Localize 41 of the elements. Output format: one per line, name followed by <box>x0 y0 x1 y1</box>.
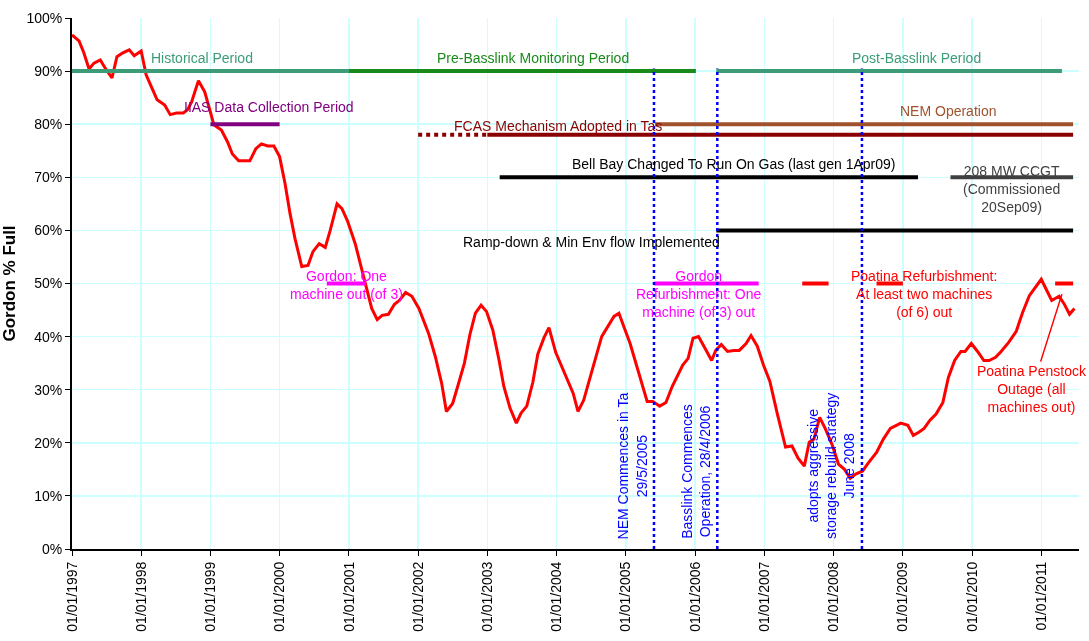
x-tick-label: 01/01/2009 <box>894 561 911 632</box>
x-tick-label: 01/01/2011 <box>1032 561 1049 631</box>
y-tick-label: 10% <box>34 487 63 504</box>
x-tick-label: 01/01/2010 <box>963 561 980 632</box>
x-tick-label: 01/01/1998 <box>132 561 149 632</box>
series-label: Gordon Refurbishment: One machine (of 3) out <box>636 268 762 321</box>
x-tick-label: 01/01/2003 <box>478 561 495 632</box>
y-tick-label: 30% <box>34 381 63 398</box>
x-tick-label: 01/01/1999 <box>201 561 218 632</box>
x-tick-label: 01/01/2004 <box>548 561 565 632</box>
y-tick-label: 60% <box>34 222 63 239</box>
x-tick-label: 01/01/1997 <box>63 561 80 632</box>
series-label: Post-Basslink Period <box>852 50 982 66</box>
y-axis-title: Gordon % Full <box>0 225 19 342</box>
series-label: Bell Bay Changed To Run On Gas (last gen 1Apr09) <box>572 156 896 172</box>
x-tick-label: 01/01/2001 <box>340 561 357 632</box>
x-tick-label: 01/01/2007 <box>755 561 772 632</box>
series-label: Pre-Basslink Monitoring Period <box>437 50 630 66</box>
series-label: NEM Operation <box>900 103 997 119</box>
x-tick-label: 01/01/2000 <box>271 561 288 632</box>
series-label: FCAS Mechanism Adopted in Tas <box>454 118 663 134</box>
series-label: Poatina Refurbishment: At least two machines (of 6) out <box>851 268 998 321</box>
series-label: Historical Period <box>151 50 253 66</box>
y-tick-label: 80% <box>34 116 63 133</box>
y-tick-label: 50% <box>34 275 63 292</box>
y-tick-label: 70% <box>34 169 63 186</box>
x-tick-label: 01/01/2005 <box>617 561 634 632</box>
y-tick-label: 90% <box>34 63 63 79</box>
y-tick-label: 20% <box>34 434 63 451</box>
y-tick-label: 0% <box>41 540 63 557</box>
series-label: 208 MW CCGT (Commissioned 20Sep09) <box>963 163 1061 216</box>
x-tick-label: 01/01/2006 <box>686 561 703 632</box>
annotation: Poatina Penstock Outage (all machines out) <box>977 363 1087 416</box>
ref-line-label: NEM Commences in Ta 29/5/2005 <box>615 392 650 540</box>
series-label: Ramp-down & Min Env flow Implemented <box>463 234 720 250</box>
y-tick-label: 100% <box>26 9 63 26</box>
x-tick-label: 01/01/2002 <box>409 561 426 632</box>
y-tick-label: 40% <box>34 328 63 345</box>
ref-line-label: adopts aggressive storage rebuild strategy June 2008 <box>804 392 858 539</box>
ref-line-label: Basslink Commences Operation, 28/4/2006 <box>678 404 713 539</box>
x-tick-label: 01/01/2008 <box>825 561 842 632</box>
